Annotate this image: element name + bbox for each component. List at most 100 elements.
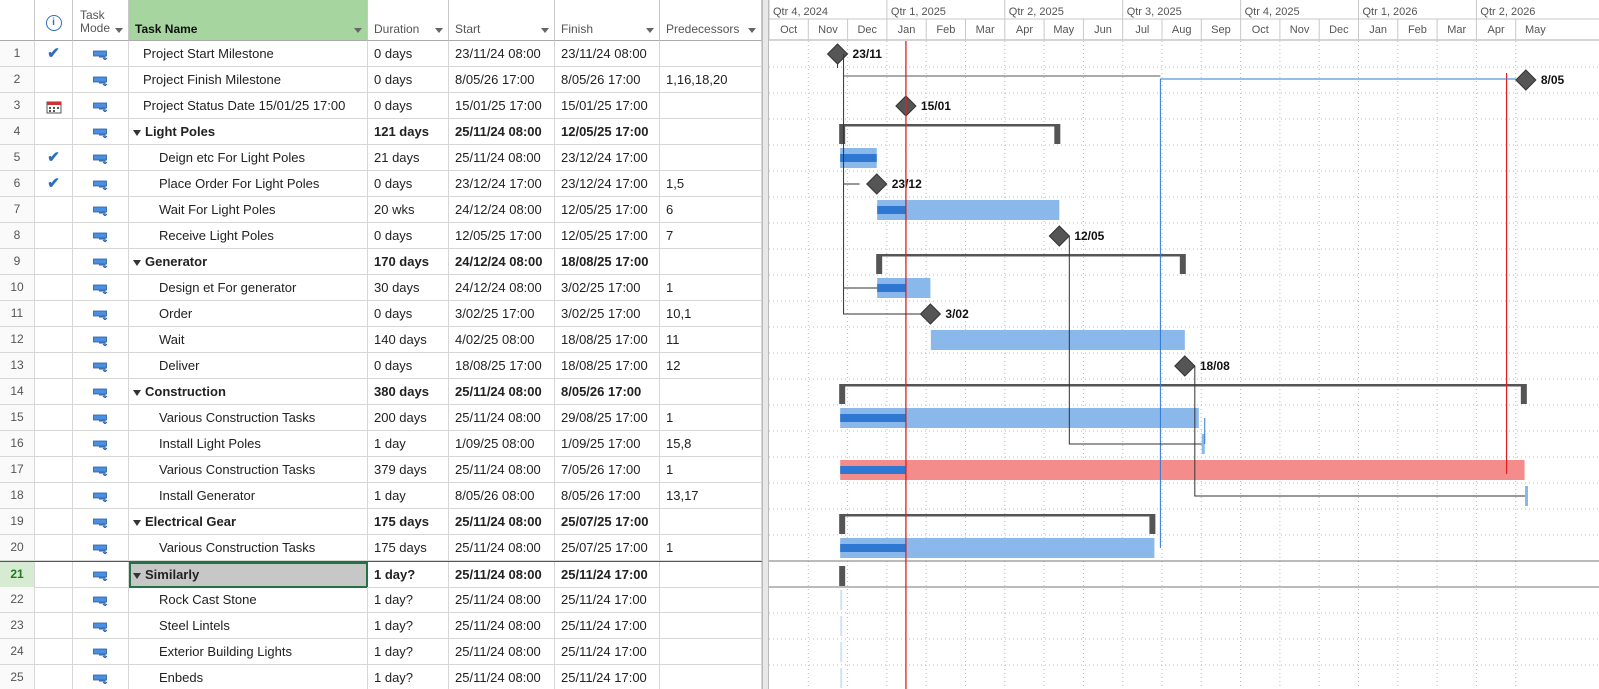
start-cell[interactable]: 3/02/25 17:00 bbox=[449, 301, 555, 327]
predecessors-cell[interactable] bbox=[660, 562, 762, 588]
indicators-column-header[interactable]: i bbox=[35, 0, 73, 41]
start-cell[interactable]: 8/05/26 08:00 bbox=[449, 483, 555, 509]
predecessors-cell[interactable] bbox=[660, 145, 762, 171]
start-cell[interactable]: 25/11/24 08:00 bbox=[449, 457, 555, 483]
duration-cell[interactable]: 0 days bbox=[368, 41, 449, 67]
finish-cell[interactable]: 7/05/26 17:00 bbox=[555, 457, 660, 483]
duration-cell[interactable]: 1 day bbox=[368, 431, 449, 457]
finish-cell[interactable]: 25/11/24 17:00 bbox=[555, 665, 660, 689]
finish-cell[interactable]: 15/01/25 17:00 bbox=[555, 93, 660, 119]
row-id[interactable]: 18 bbox=[0, 483, 35, 509]
start-cell[interactable]: 25/11/24 08:00 bbox=[449, 562, 555, 588]
start-filter-icon[interactable] bbox=[541, 28, 549, 33]
start-cell[interactable]: 12/05/25 17:00 bbox=[449, 223, 555, 249]
predecessors-cell[interactable]: 7 bbox=[660, 223, 762, 249]
predecessors-cell[interactable] bbox=[660, 379, 762, 405]
finish-cell[interactable]: 1/09/25 17:00 bbox=[555, 431, 660, 457]
task-mode-cell[interactable] bbox=[73, 275, 129, 301]
finish-cell[interactable]: 8/05/26 17:00 bbox=[555, 379, 660, 405]
task-mode-cell[interactable] bbox=[73, 119, 129, 145]
row-id[interactable]: 4 bbox=[0, 119, 35, 145]
task-mode-cell[interactable] bbox=[73, 301, 129, 327]
task-mode-cell[interactable] bbox=[73, 145, 129, 171]
predecessors-cell[interactable]: 13,17 bbox=[660, 483, 762, 509]
duration-cell[interactable]: 0 days bbox=[368, 93, 449, 119]
task-mode-column-header[interactable]: Task Mode bbox=[73, 0, 129, 41]
table-row[interactable]: 3 Project Status Date 15/01/25 17:00 0 day… bbox=[0, 93, 762, 119]
task-mode-cell[interactable] bbox=[73, 535, 129, 561]
start-cell[interactable]: 24/12/24 08:00 bbox=[449, 249, 555, 275]
start-cell[interactable]: 4/02/25 08:00 bbox=[449, 327, 555, 353]
row-header-corner[interactable] bbox=[0, 0, 35, 41]
task-name-cell[interactable]: Exterior Building Lights bbox=[129, 639, 368, 665]
task-bar[interactable] bbox=[840, 590, 843, 610]
task-mode-cell[interactable] bbox=[73, 197, 129, 223]
table-row[interactable]: 18 Install Generator 1 day 8/05/26 08:00 8/0… bbox=[0, 483, 762, 509]
row-id[interactable]: 24 bbox=[0, 639, 35, 665]
task-mode-cell[interactable] bbox=[73, 67, 129, 93]
task-name-cell[interactable]: Enbeds bbox=[129, 665, 368, 689]
row-id[interactable]: 13 bbox=[0, 353, 35, 379]
row-id[interactable]: 14 bbox=[0, 379, 35, 405]
task-name-cell[interactable]: Deliver bbox=[129, 353, 368, 379]
duration-cell[interactable]: 0 days bbox=[368, 67, 449, 93]
row-id[interactable]: 1 bbox=[0, 41, 35, 67]
task-name-cell[interactable]: Install Generator bbox=[129, 483, 368, 509]
table-row[interactable]: 2 Project Finish Milestone 0 days 8/05/26 1… bbox=[0, 67, 762, 93]
finish-cell[interactable]: 25/11/24 17:00 bbox=[555, 639, 660, 665]
finish-cell[interactable]: 12/05/25 17:00 bbox=[555, 119, 660, 145]
row-id[interactable]: 8 bbox=[0, 223, 35, 249]
duration-cell[interactable]: 379 days bbox=[368, 457, 449, 483]
task-name-cell[interactable]: Install Light Poles bbox=[129, 431, 368, 457]
collapse-triangle-icon[interactable] bbox=[133, 519, 141, 526]
duration-cell[interactable]: 1 day? bbox=[368, 665, 449, 689]
predecessors-cell[interactable]: 10,1 bbox=[660, 301, 762, 327]
task-mode-cell[interactable] bbox=[73, 41, 129, 67]
row-id[interactable]: 12 bbox=[0, 327, 35, 353]
task-mode-cell[interactable] bbox=[73, 223, 129, 249]
finish-filter-icon[interactable] bbox=[646, 28, 654, 33]
table-row[interactable]: 8 Receive Light Poles 0 days 12/05/25 17:00… bbox=[0, 223, 762, 249]
task-name-cell[interactable]: Various Construction Tasks bbox=[129, 457, 368, 483]
table-row[interactable]: 10 Design et For generator 30 days 24/12/24… bbox=[0, 275, 762, 301]
collapse-triangle-icon[interactable] bbox=[133, 572, 141, 579]
duration-cell[interactable]: 0 days bbox=[368, 171, 449, 197]
finish-cell[interactable]: 3/02/25 17:00 bbox=[555, 275, 660, 301]
finish-cell[interactable]: 8/05/26 17:00 bbox=[555, 483, 660, 509]
table-row[interactable]: 21 Similarly 1 day? 25/11/24 08:00 25/11/24 … bbox=[0, 561, 762, 588]
task-mode-cell[interactable] bbox=[73, 249, 129, 275]
task-mode-cell[interactable] bbox=[73, 327, 129, 353]
row-id[interactable]: 6 bbox=[0, 171, 35, 197]
task-mode-cell[interactable] bbox=[73, 562, 129, 588]
table-row[interactable]: 22 Rock Cast Stone 1 day? 25/11/24 08:00 25/… bbox=[0, 587, 762, 613]
table-row[interactable]: 4 Light Poles 121 days 25/11/24 08:00 12/05/… bbox=[0, 119, 762, 145]
task-mode-filter-icon[interactable] bbox=[115, 28, 123, 33]
table-row[interactable]: 5 ✔ Deign etc For Light Poles 21 days 25/11/… bbox=[0, 145, 762, 171]
milestone-diamond[interactable] bbox=[1515, 69, 1537, 91]
row-id[interactable]: 9 bbox=[0, 249, 35, 275]
task-bar[interactable] bbox=[1524, 486, 1528, 506]
task-mode-cell[interactable] bbox=[73, 639, 129, 665]
task-mode-cell[interactable] bbox=[73, 587, 129, 613]
table-row[interactable]: 14 Construction 380 days 25/11/24 08:00 8/05… bbox=[0, 379, 762, 405]
start-cell[interactable]: 25/11/24 08:00 bbox=[449, 405, 555, 431]
duration-cell[interactable]: 0 days bbox=[368, 301, 449, 327]
finish-cell[interactable]: 18/08/25 17:00 bbox=[555, 249, 660, 275]
finish-column-header[interactable]: Finish bbox=[555, 0, 660, 41]
task-name-cell[interactable]: Wait bbox=[129, 327, 368, 353]
duration-cell[interactable]: 200 days bbox=[368, 405, 449, 431]
collapse-triangle-icon[interactable] bbox=[133, 389, 141, 396]
table-row[interactable]: 12 Wait 140 days 4/02/25 08:00 18/08/25 17:0… bbox=[0, 327, 762, 353]
start-cell[interactable]: 23/12/24 17:00 bbox=[449, 171, 555, 197]
row-id[interactable]: 2 bbox=[0, 67, 35, 93]
predecessors-cell[interactable]: 1,16,18,20 bbox=[660, 67, 762, 93]
start-cell[interactable]: 24/12/24 08:00 bbox=[449, 275, 555, 301]
predecessors-filter-icon[interactable] bbox=[748, 28, 756, 33]
duration-cell[interactable]: 0 days bbox=[368, 353, 449, 379]
task-name-cell[interactable]: Place Order For Light Poles bbox=[129, 171, 368, 197]
duration-cell[interactable]: 1 day? bbox=[368, 587, 449, 613]
task-mode-cell[interactable] bbox=[73, 353, 129, 379]
predecessors-cell[interactable] bbox=[660, 119, 762, 145]
predecessors-cell[interactable]: 15,8 bbox=[660, 431, 762, 457]
row-id[interactable]: 16 bbox=[0, 431, 35, 457]
